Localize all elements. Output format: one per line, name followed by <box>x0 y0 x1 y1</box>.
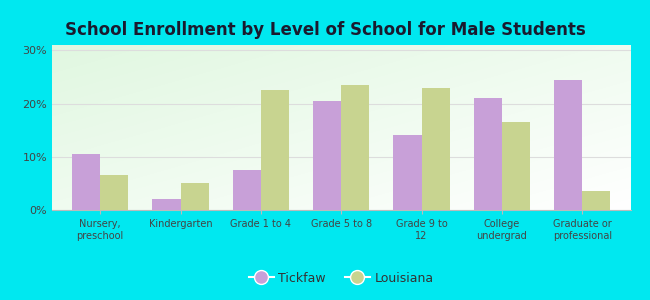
Text: School Enrollment by Level of School for Male Students: School Enrollment by Level of School for… <box>64 21 586 39</box>
Bar <box>233 170 261 210</box>
Bar <box>181 183 209 210</box>
Bar <box>153 200 181 210</box>
Bar <box>72 154 100 210</box>
Bar <box>422 88 450 210</box>
Legend: Tickfaw, Louisiana: Tickfaw, Louisiana <box>244 267 439 290</box>
Bar <box>393 136 422 210</box>
Bar <box>313 101 341 210</box>
Bar <box>100 176 128 210</box>
Bar <box>582 191 610 210</box>
Bar <box>261 90 289 210</box>
Bar <box>502 122 530 210</box>
Bar <box>554 80 582 210</box>
Bar <box>341 85 369 210</box>
Bar <box>474 98 502 210</box>
